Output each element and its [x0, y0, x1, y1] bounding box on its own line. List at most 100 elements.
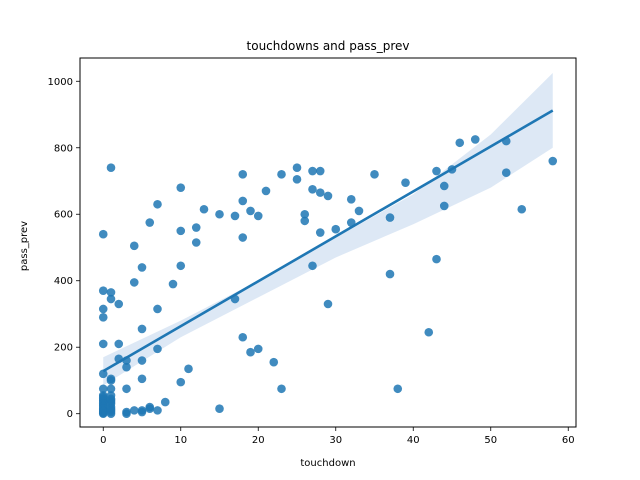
- data-point: [137, 406, 147, 415]
- data-point: [315, 166, 325, 176]
- data-point: [269, 357, 279, 367]
- data-point: [106, 374, 116, 384]
- confidence-band-layer: [103, 72, 553, 386]
- data-point: [137, 374, 147, 384]
- data-point: [385, 213, 395, 222]
- data-point: [300, 209, 310, 219]
- x-tick-label: 30: [329, 435, 342, 446]
- data-point: [261, 186, 271, 196]
- y-tick-label: 1000: [48, 77, 73, 88]
- data-point: [308, 166, 317, 176]
- data-point: [253, 344, 263, 354]
- data-point: [439, 201, 449, 211]
- data-point: [160, 397, 170, 407]
- data-point: [331, 224, 341, 234]
- data-point: [385, 269, 395, 279]
- y-axis-label: pass_prev: [19, 221, 30, 271]
- data-point: [354, 206, 364, 216]
- data-point: [137, 263, 147, 272]
- y-tick-label: 800: [54, 143, 73, 154]
- y-tick-label: 400: [54, 276, 73, 287]
- data-point: [98, 339, 108, 349]
- data-point: [292, 175, 302, 184]
- data-point: [470, 135, 480, 144]
- data-point: [153, 406, 162, 415]
- data-point: [137, 356, 147, 365]
- x-tick-label: 50: [484, 435, 497, 446]
- data-point: [153, 199, 162, 209]
- data-point: [238, 196, 248, 206]
- data-point: [370, 170, 379, 179]
- data-point: [184, 364, 193, 374]
- data-point: [106, 384, 116, 394]
- data-point: [292, 163, 302, 173]
- data-point: [424, 327, 434, 337]
- x-axis-label: touchdown: [300, 458, 355, 469]
- x-tick-label: 10: [174, 435, 187, 446]
- data-point: [145, 218, 155, 227]
- data-point: [168, 279, 178, 289]
- data-point: [238, 233, 248, 242]
- data-point: [98, 229, 108, 239]
- x-tick-label: 0: [100, 435, 106, 446]
- y-tick-label: 200: [54, 343, 73, 354]
- data-point: [439, 181, 449, 191]
- data-point: [106, 391, 116, 400]
- data-point: [106, 288, 116, 297]
- data-point: [323, 299, 333, 309]
- data-point: [98, 369, 108, 379]
- data-point: [215, 404, 224, 414]
- y-tick-label: 0: [67, 409, 73, 420]
- x-tick-label: 60: [562, 435, 575, 446]
- data-point: [191, 238, 201, 247]
- x-tick-label: 40: [407, 435, 420, 446]
- data-point: [323, 191, 333, 201]
- data-point: [122, 362, 131, 372]
- data-point: [315, 228, 325, 237]
- data-point: [98, 304, 108, 314]
- data-point: [114, 299, 124, 309]
- data-point: [230, 211, 240, 221]
- data-point: [432, 166, 441, 176]
- data-point: [277, 170, 286, 179]
- x-tick-label: 20: [252, 435, 265, 446]
- data-point: [106, 294, 116, 304]
- data-point: [432, 254, 441, 264]
- data-point: [129, 406, 139, 415]
- data-point: [176, 226, 186, 236]
- data-point: [308, 261, 317, 271]
- regression-line: [102, 109, 554, 373]
- data-point: [153, 344, 162, 354]
- data-point: [199, 204, 209, 214]
- data-point: [145, 402, 155, 412]
- data-point: [191, 223, 201, 232]
- data-point: [153, 304, 162, 314]
- plot-frame: [79, 57, 577, 428]
- data-point: [238, 170, 248, 179]
- data-point: [277, 384, 286, 394]
- data-point: [393, 384, 403, 394]
- data-point: [129, 241, 139, 251]
- confidence-band: [103, 72, 553, 386]
- data-point: [238, 332, 248, 342]
- data-point: [98, 312, 108, 322]
- data-point: [137, 324, 147, 334]
- data-point: [308, 185, 317, 194]
- data-point: [253, 211, 263, 221]
- data-point: [455, 138, 465, 148]
- y-tick-label: 600: [54, 210, 73, 221]
- data-point: [246, 206, 255, 216]
- data-point: [246, 347, 255, 357]
- regression-line-layer: [102, 109, 554, 373]
- data-point: [176, 377, 186, 387]
- data-point: [401, 178, 410, 187]
- data-point: [346, 194, 356, 204]
- data-point: [300, 216, 310, 226]
- data-point: [215, 209, 224, 219]
- data-point: [106, 163, 116, 173]
- data-point: [548, 156, 558, 166]
- data-point: [114, 339, 124, 349]
- data-point: [501, 168, 511, 177]
